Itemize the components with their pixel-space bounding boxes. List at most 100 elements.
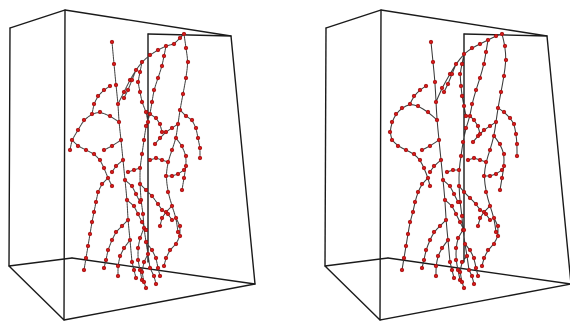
tree-node bbox=[444, 169, 450, 175]
box-edge bbox=[71, 257, 256, 285]
tree-node bbox=[141, 137, 147, 143]
tree-node bbox=[471, 281, 477, 287]
tree-node bbox=[502, 43, 508, 49]
tree-edges bbox=[389, 33, 518, 289]
tree-branch bbox=[91, 85, 111, 115]
tree-node bbox=[127, 237, 133, 243]
tree-node bbox=[183, 163, 189, 169]
tree-node bbox=[155, 47, 161, 53]
tree-node bbox=[81, 117, 87, 123]
tree-node bbox=[450, 167, 456, 173]
tree-node bbox=[449, 267, 455, 273]
tree-node bbox=[141, 279, 147, 285]
tree-node bbox=[183, 113, 189, 119]
tree-node bbox=[105, 175, 111, 181]
tree-node bbox=[193, 125, 199, 131]
tree-branch bbox=[435, 33, 503, 103]
tree-node bbox=[75, 143, 81, 149]
tree-node bbox=[95, 189, 101, 195]
box-edge bbox=[63, 283, 256, 321]
tree-node bbox=[407, 219, 413, 225]
tree-node bbox=[180, 91, 186, 97]
tree-node bbox=[495, 223, 501, 229]
tree-node bbox=[439, 85, 445, 91]
tree-branch bbox=[389, 104, 438, 141]
tree-node bbox=[125, 87, 131, 93]
tree-node bbox=[143, 285, 149, 291]
tree-node bbox=[514, 141, 520, 147]
tree-node bbox=[147, 52, 153, 58]
tree-node bbox=[124, 197, 130, 203]
tree-branch bbox=[165, 33, 189, 233]
tree-branch bbox=[467, 157, 487, 163]
tree-node bbox=[115, 263, 121, 269]
tree-node bbox=[427, 143, 433, 149]
tree-node bbox=[143, 123, 149, 129]
tree-node bbox=[107, 113, 113, 119]
tree-branch bbox=[149, 157, 169, 163]
tree-node bbox=[109, 237, 115, 243]
box-edge bbox=[325, 9, 382, 29]
tree-node bbox=[189, 117, 195, 123]
tree-node bbox=[399, 105, 405, 111]
tree-node bbox=[175, 171, 181, 177]
tree-node bbox=[101, 265, 107, 271]
tree-node bbox=[173, 215, 179, 221]
tree-node bbox=[493, 33, 499, 39]
tree-node bbox=[493, 171, 499, 177]
tree-node bbox=[417, 87, 423, 93]
tree-node bbox=[423, 83, 429, 89]
tree-node bbox=[498, 89, 504, 95]
tree-node bbox=[121, 95, 127, 101]
tree-node bbox=[458, 153, 464, 159]
tree-branch bbox=[477, 205, 491, 227]
tree-node bbox=[140, 211, 146, 217]
tree-node bbox=[169, 217, 175, 223]
tree-node bbox=[473, 265, 479, 271]
tree-node bbox=[137, 199, 143, 205]
tree-node bbox=[133, 191, 139, 197]
tree-node bbox=[405, 231, 411, 237]
tree-node bbox=[481, 61, 487, 67]
tree-node bbox=[109, 143, 115, 149]
tree-node bbox=[423, 247, 429, 253]
tree-node bbox=[93, 199, 99, 205]
tree-node bbox=[137, 165, 143, 171]
tree-node bbox=[425, 109, 431, 115]
tree-node bbox=[471, 155, 477, 161]
tree-node bbox=[387, 129, 393, 135]
tree-node bbox=[181, 167, 187, 173]
tree-node bbox=[179, 187, 185, 193]
tree-node bbox=[159, 129, 165, 135]
tree-node bbox=[393, 111, 399, 117]
tree-node bbox=[135, 79, 141, 85]
tree-node bbox=[89, 219, 95, 225]
box-edge bbox=[546, 35, 570, 281]
tree-node bbox=[195, 135, 201, 141]
tree-node bbox=[407, 101, 413, 107]
tree-node bbox=[497, 187, 503, 193]
tree-node bbox=[137, 89, 143, 95]
tree-node bbox=[466, 267, 472, 273]
box-edge bbox=[64, 9, 232, 37]
tree-node bbox=[143, 109, 149, 115]
tree-node bbox=[442, 197, 448, 203]
tree-node bbox=[121, 89, 127, 95]
tree-node bbox=[477, 41, 483, 47]
tree-node bbox=[465, 157, 471, 163]
tree-node bbox=[159, 157, 165, 163]
tree-node bbox=[81, 267, 87, 273]
box-edge bbox=[8, 257, 73, 267]
tree-node bbox=[441, 89, 447, 95]
tree-node bbox=[435, 253, 441, 259]
tree-node bbox=[147, 265, 153, 271]
tree-branch bbox=[83, 177, 109, 271]
tree-branch bbox=[123, 69, 137, 99]
tree-node bbox=[185, 59, 191, 65]
tree-node bbox=[141, 259, 147, 265]
tree-node bbox=[83, 255, 89, 261]
tree-node bbox=[461, 189, 467, 195]
tree-node bbox=[503, 57, 509, 63]
tree-node bbox=[495, 105, 501, 111]
tree-node bbox=[153, 255, 159, 261]
